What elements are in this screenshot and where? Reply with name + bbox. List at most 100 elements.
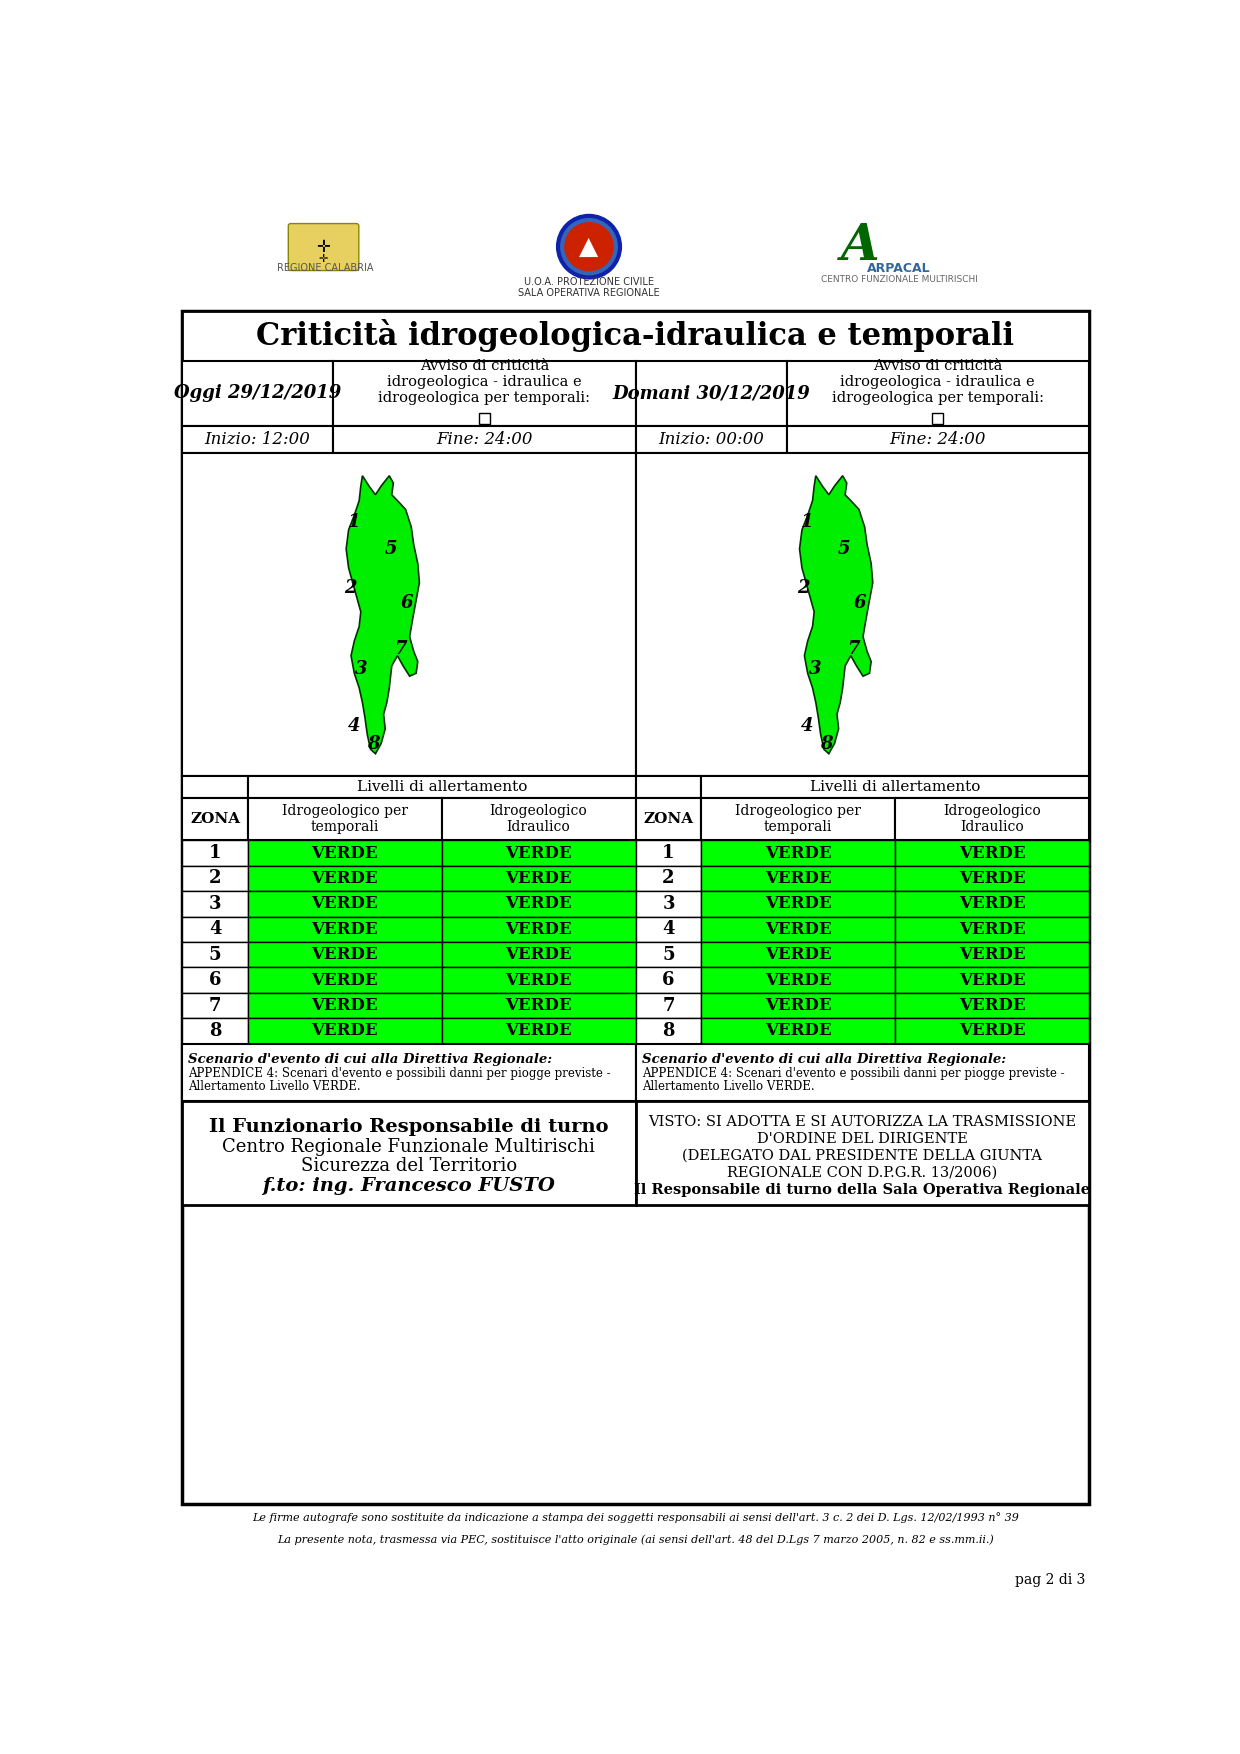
Text: Fine: 24:00: Fine: 24:00 xyxy=(889,431,986,447)
Text: 8: 8 xyxy=(662,1023,675,1040)
Text: 5: 5 xyxy=(662,945,675,963)
FancyBboxPatch shape xyxy=(288,223,358,270)
Bar xyxy=(635,1102,1089,1205)
Text: CENTRO FUNZIONALE MULTIRISCHI: CENTRO FUNZIONALE MULTIRISCHI xyxy=(821,275,977,284)
Bar xyxy=(895,866,1089,891)
Text: VERDE: VERDE xyxy=(765,972,832,989)
Circle shape xyxy=(558,216,620,277)
Text: 3: 3 xyxy=(808,660,821,677)
Text: Allertamento Livello VERDE.: Allertamento Livello VERDE. xyxy=(642,1080,815,1093)
Bar xyxy=(334,426,635,453)
Text: 3: 3 xyxy=(208,895,221,912)
Bar xyxy=(182,993,248,1019)
Text: Fine: 24:00: Fine: 24:00 xyxy=(436,431,533,447)
Bar xyxy=(182,968,248,993)
Text: ARPACAL: ARPACAL xyxy=(867,261,931,275)
Bar xyxy=(182,310,1089,1505)
Text: 4: 4 xyxy=(208,921,221,938)
Text: VERDE: VERDE xyxy=(959,870,1025,888)
Text: VERDE: VERDE xyxy=(765,996,832,1014)
Text: VERDE: VERDE xyxy=(765,844,832,861)
Text: 2: 2 xyxy=(343,579,356,596)
Bar xyxy=(182,1019,248,1044)
Bar xyxy=(248,917,441,942)
Text: Inizio: 00:00: Inizio: 00:00 xyxy=(658,431,764,447)
Text: VERDE: VERDE xyxy=(506,972,572,989)
Bar xyxy=(702,840,895,866)
Text: REGIONE CALABRIA: REGIONE CALABRIA xyxy=(278,263,373,274)
Text: Idrogeologico per
temporali: Idrogeologico per temporali xyxy=(735,803,862,835)
Text: Criticità idrogeologica-idraulica e temporali: Criticità idrogeologica-idraulica e temp… xyxy=(257,319,1014,353)
Bar xyxy=(895,798,1089,840)
Bar xyxy=(895,968,1089,993)
Bar xyxy=(479,412,490,424)
Polygon shape xyxy=(800,475,873,754)
Text: 6: 6 xyxy=(662,972,675,989)
Text: Avviso di criticità
idrogeologica - idraulica e
idrogeologica per temporali:: Avviso di criticità idrogeologica - idra… xyxy=(832,360,1044,405)
Bar xyxy=(441,1019,635,1044)
Bar xyxy=(702,968,895,993)
Text: f.to: ing. Francesco FUSTO: f.to: ing. Francesco FUSTO xyxy=(263,1177,556,1194)
Bar xyxy=(182,1102,635,1205)
Text: Livelli di allertamento: Livelli di allertamento xyxy=(357,781,527,795)
Bar xyxy=(635,453,1089,777)
Bar xyxy=(182,1044,635,1102)
Text: ✛: ✛ xyxy=(316,239,330,256)
Text: 4: 4 xyxy=(347,717,360,735)
Bar xyxy=(248,942,441,968)
Text: 1: 1 xyxy=(208,844,221,861)
Text: VERDE: VERDE xyxy=(959,972,1025,989)
Text: ZONA: ZONA xyxy=(190,812,241,826)
Text: 8: 8 xyxy=(367,735,379,752)
Text: VERDE: VERDE xyxy=(311,996,378,1014)
Bar xyxy=(702,777,1089,798)
Bar xyxy=(182,361,334,426)
Bar xyxy=(895,993,1089,1019)
Text: 5: 5 xyxy=(384,540,397,558)
Text: VERDE: VERDE xyxy=(765,921,832,938)
Bar xyxy=(635,840,702,866)
Bar xyxy=(182,310,1089,361)
Bar xyxy=(702,1019,895,1044)
Bar xyxy=(248,777,635,798)
Text: 7: 7 xyxy=(662,996,675,1014)
Text: VERDE: VERDE xyxy=(506,844,572,861)
Bar xyxy=(248,840,441,866)
Bar xyxy=(895,942,1089,968)
Bar xyxy=(702,917,895,942)
Bar xyxy=(248,798,441,840)
Bar xyxy=(786,361,1089,426)
Text: Avviso di criticità
idrogeologica - idraulica e
idrogeologica per temporali:: Avviso di criticità idrogeologica - idra… xyxy=(378,360,590,405)
Text: VERDE: VERDE xyxy=(506,921,572,938)
Bar xyxy=(182,942,248,968)
Bar xyxy=(248,891,441,917)
Bar xyxy=(895,840,1089,866)
Text: VERDE: VERDE xyxy=(311,844,378,861)
Bar xyxy=(895,891,1089,917)
Bar xyxy=(702,942,895,968)
Text: 1: 1 xyxy=(662,844,675,861)
Text: 3: 3 xyxy=(662,895,675,912)
Bar xyxy=(635,891,702,917)
Bar xyxy=(182,840,248,866)
Bar xyxy=(635,968,702,993)
Text: VERDE: VERDE xyxy=(959,895,1025,912)
Bar xyxy=(895,1019,1089,1044)
Bar xyxy=(635,426,786,453)
Polygon shape xyxy=(346,475,419,754)
Text: VERDE: VERDE xyxy=(506,895,572,912)
Text: VERDE: VERDE xyxy=(959,844,1025,861)
Text: VERDE: VERDE xyxy=(311,870,378,888)
Bar xyxy=(441,993,635,1019)
Text: VERDE: VERDE xyxy=(765,895,832,912)
Text: VERDE: VERDE xyxy=(765,1023,832,1040)
Text: ▲: ▲ xyxy=(579,235,599,258)
Text: VERDE: VERDE xyxy=(959,921,1025,938)
Bar xyxy=(182,777,248,798)
Text: 5: 5 xyxy=(838,540,851,558)
Bar xyxy=(635,1019,702,1044)
Text: La presente nota, trasmessa via PEC, sostituisce l'atto originale (ai sensi dell: La presente nota, trasmessa via PEC, sos… xyxy=(277,1535,994,1545)
Text: 5: 5 xyxy=(208,945,222,963)
Text: Il Funzionario Responsabile di turno: Il Funzionario Responsabile di turno xyxy=(210,1119,609,1137)
Text: Le firme autografe sono sostituite da indicazione a stampa dei soggetti responsa: Le firme autografe sono sostituite da in… xyxy=(252,1512,1019,1524)
